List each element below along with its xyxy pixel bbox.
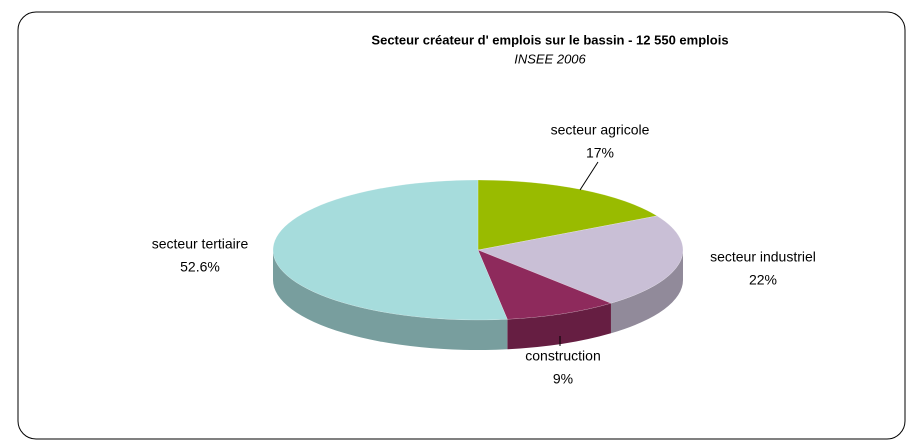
data-label-value: 9% — [553, 371, 573, 387]
data-label-value: 22% — [749, 272, 777, 288]
chart-title: Secteur créateur d' emplois sur le bassi… — [371, 32, 728, 47]
data-label-value: 52.6% — [180, 259, 220, 275]
pie-slice-side — [507, 303, 611, 350]
leader-line — [579, 161, 599, 191]
chart-subtitle: INSEE 2006 — [514, 51, 586, 66]
data-label-name: secteur industriel — [710, 249, 816, 265]
pie-slice — [477, 215, 684, 304]
pie-slice — [477, 179, 658, 251]
pie-slice — [272, 179, 508, 321]
pie-slice — [477, 249, 612, 320]
data-label-value: 17% — [586, 145, 614, 161]
pie-slice-side — [273, 250, 508, 351]
data-label-name: construction — [525, 348, 600, 364]
data-label-name: secteur agricole — [551, 122, 650, 138]
data-label-name: secteur tertiaire — [152, 236, 249, 252]
pie-slice-side — [610, 250, 683, 334]
